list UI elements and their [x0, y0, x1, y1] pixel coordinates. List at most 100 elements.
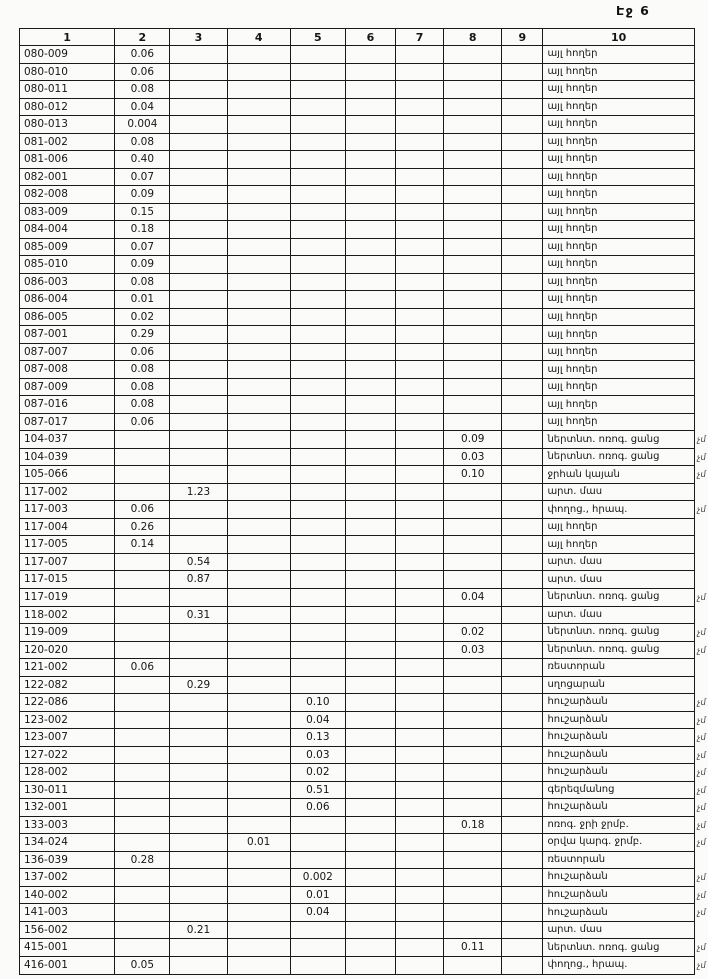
- value-cell: [501, 815, 544, 835]
- land-use-cell: հուշարձան: [542, 763, 695, 782]
- value-cell: [501, 185, 544, 204]
- parcel-code-cell: 082-008: [18, 185, 116, 204]
- value-cell: [289, 465, 346, 484]
- value-cell: [443, 675, 503, 695]
- handwritten-note: չմ: [696, 452, 707, 464]
- value-cell: [289, 220, 346, 239]
- land-use-cell: այլ հողեր: [542, 150, 695, 169]
- land-use-cell: այլ հողեր: [542, 377, 695, 397]
- value-cell: [443, 255, 503, 274]
- value-cell: 0.11: [443, 938, 503, 957]
- value-cell: [344, 658, 397, 677]
- parcel-code-cell: 133-003: [18, 815, 116, 835]
- value-cell: [289, 45, 346, 64]
- value-cell: [226, 290, 291, 309]
- parcel-code-cell: 083-009: [18, 202, 116, 222]
- parcel-code-cell: 084-004: [18, 220, 116, 239]
- margin-note-cell: [694, 221, 707, 239]
- value-cell: [169, 955, 228, 976]
- value-cell: [501, 798, 544, 817]
- land-use-cell: հուշարձան: [542, 745, 695, 765]
- value-cell: [501, 482, 544, 502]
- margin-note-cell: չմ: [694, 466, 707, 484]
- value-cell: [344, 693, 397, 712]
- value-cell: [344, 395, 397, 414]
- value-cell: 0.05: [114, 955, 171, 976]
- value-cell: [114, 780, 171, 800]
- value-cell: [344, 903, 397, 922]
- value-cell: [226, 710, 291, 730]
- value-cell: [501, 360, 544, 379]
- parcel-code-cell: 117-004: [18, 517, 116, 537]
- value-cell: [226, 220, 291, 239]
- value-cell: [395, 97, 445, 117]
- value-cell: [169, 62, 228, 82]
- value-cell: [226, 745, 291, 765]
- value-cell: [114, 710, 171, 730]
- value-cell: [443, 500, 503, 519]
- value-cell: [114, 920, 171, 940]
- column-header-10: 10: [542, 28, 695, 46]
- margin-note-cell: [694, 553, 707, 571]
- parcel-code-cell: 117-019: [18, 587, 116, 607]
- value-cell: [289, 850, 346, 870]
- land-use-cell: հուշարձան: [542, 693, 695, 712]
- table-row: 117-004 0.26 այլ հողեր: [18, 517, 708, 537]
- value-cell: [169, 115, 228, 134]
- table-row: 134-024 0.01 օրվա կարգ. ջրմբ. չմ: [18, 833, 708, 852]
- value-cell: [501, 150, 544, 169]
- value-cell: [344, 45, 397, 64]
- value-cell: 0.54: [169, 552, 228, 572]
- value-cell: [289, 552, 346, 572]
- parcel-code-cell: 118-002: [18, 605, 116, 625]
- value-cell: [443, 132, 503, 152]
- value-cell: [443, 80, 503, 99]
- table-row: 080-011 0.08 այլ հողեր: [18, 80, 708, 99]
- value-cell: [501, 167, 544, 187]
- table-row: 122-086 0.10 հուշարձան չմ: [18, 693, 708, 712]
- value-cell: 0.02: [289, 763, 346, 782]
- land-use-cell: այլ հողեր: [542, 290, 695, 309]
- value-cell: [114, 552, 171, 572]
- margin-note-cell: [694, 413, 707, 431]
- value-cell: [289, 377, 346, 397]
- value-cell: [443, 517, 503, 537]
- value-cell: [501, 833, 544, 852]
- value-cell: [443, 325, 503, 344]
- value-cell: 0.51: [289, 780, 346, 800]
- land-use-cell: ներտնտ. ոռոգ. ցանց: [542, 640, 695, 660]
- value-cell: [114, 763, 171, 782]
- value-cell: [226, 430, 291, 449]
- value-cell: [169, 745, 228, 765]
- value-cell: 0.03: [289, 745, 346, 765]
- value-cell: [501, 272, 544, 292]
- value-cell: 0.06: [114, 412, 171, 432]
- value-cell: [443, 798, 503, 817]
- value-cell: [344, 535, 397, 554]
- margin-note-cell: չմ: [694, 694, 707, 712]
- value-cell: [114, 570, 171, 589]
- value-cell: [114, 640, 171, 660]
- table-row: 128-002 0.02 հուշարձան չմ: [18, 763, 708, 782]
- margin-note-cell: [694, 921, 707, 939]
- value-cell: [289, 675, 346, 695]
- value-cell: 0.13: [289, 728, 346, 747]
- table-body: 080-009 0.06 այլ հողեր 080-010 0.06 այլ հողեր…: [18, 45, 708, 976]
- parcel-code-cell: 123-002: [18, 710, 116, 730]
- value-cell: [289, 833, 346, 852]
- value-cell: [226, 465, 291, 484]
- value-cell: [344, 97, 397, 117]
- parcel-code-cell: 080-010: [18, 62, 116, 82]
- value-cell: [443, 728, 503, 747]
- value-cell: [344, 517, 397, 537]
- value-cell: [226, 342, 291, 362]
- value-cell: [344, 850, 397, 870]
- value-cell: [395, 255, 445, 274]
- margin-note-cell: չմ: [694, 869, 707, 887]
- value-cell: [226, 377, 291, 397]
- value-cell: [169, 850, 228, 870]
- parcel-code-cell: 134-024: [18, 833, 116, 852]
- table-row: 122-082 0.29 սղոցարան: [18, 675, 708, 695]
- parcel-code-cell: 087-016: [18, 395, 116, 414]
- value-cell: 0.07: [114, 237, 171, 257]
